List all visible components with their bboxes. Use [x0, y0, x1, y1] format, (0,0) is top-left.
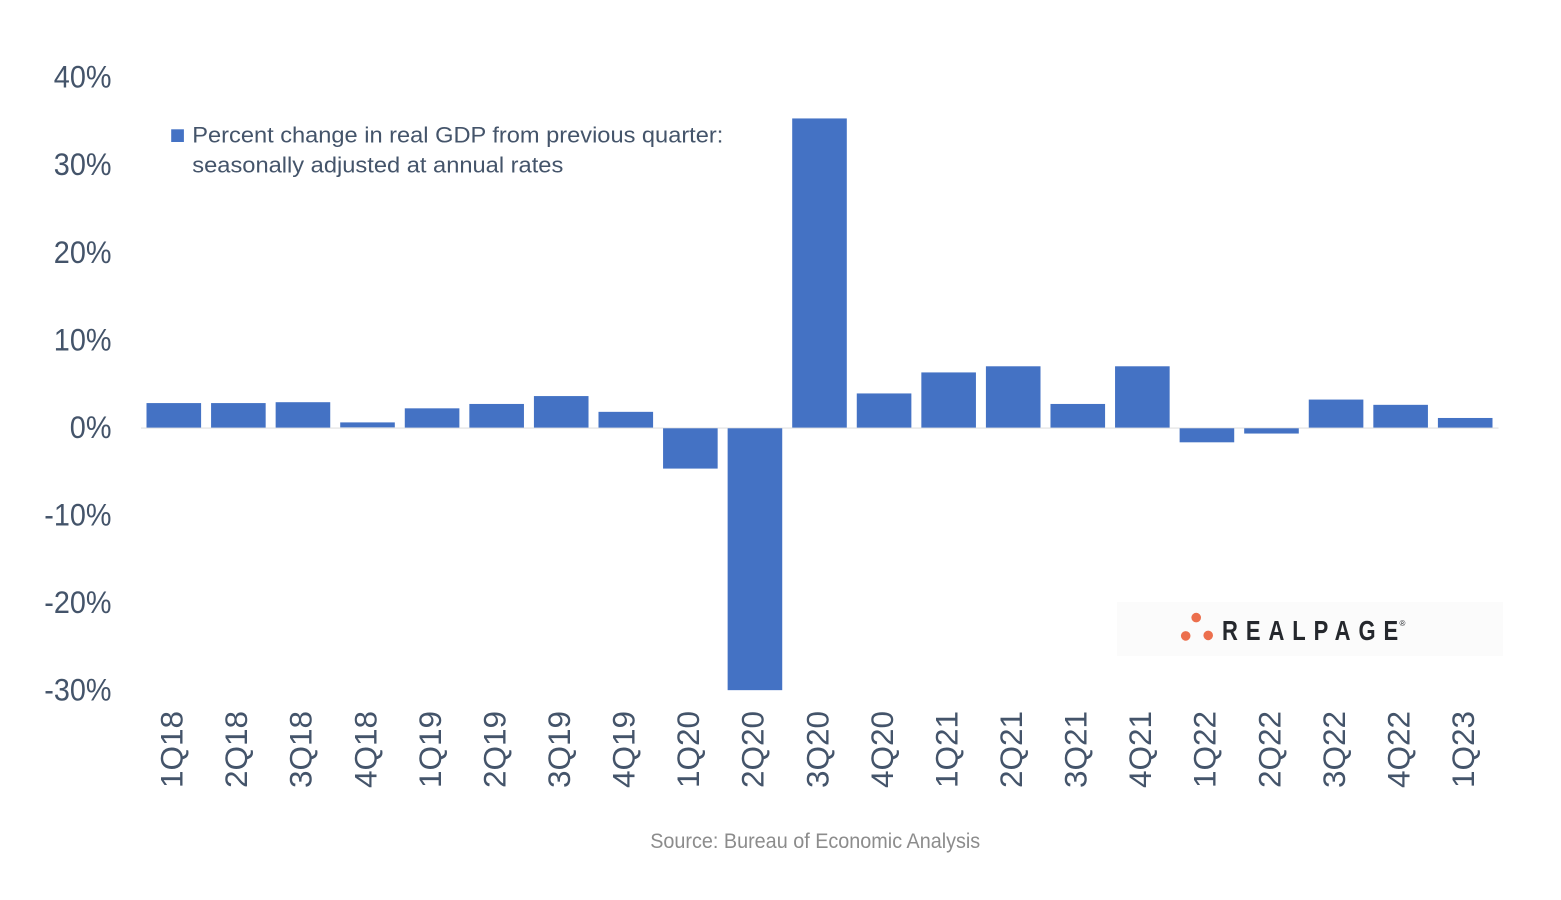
svg-text:0%: 0%	[70, 409, 112, 445]
svg-text:10%: 10%	[54, 321, 112, 357]
svg-text:-20%: -20%	[44, 584, 111, 620]
svg-text:4Q22: 4Q22	[1380, 711, 1416, 788]
svg-text:Source: Bureau of Economic Ana: Source: Bureau of Economic Analysis	[650, 829, 980, 853]
svg-text:2Q22: 2Q22	[1251, 711, 1287, 788]
svg-text:seasonally adjusted at annual: seasonally adjusted at annual rates	[192, 152, 563, 177]
svg-text:1Q20: 1Q20	[670, 711, 706, 788]
svg-text:1Q21: 1Q21	[928, 711, 964, 788]
svg-text:1Q23: 1Q23	[1445, 711, 1481, 788]
svg-text:3Q20: 3Q20	[799, 711, 835, 788]
svg-text:1Q22: 1Q22	[1187, 711, 1223, 788]
svg-text:40%: 40%	[54, 59, 112, 95]
svg-text:3Q21: 3Q21	[1058, 711, 1094, 788]
svg-text:4Q19: 4Q19	[606, 711, 642, 788]
svg-text:2Q18: 2Q18	[218, 711, 254, 788]
svg-text:3Q19: 3Q19	[541, 711, 577, 788]
svg-text:20%: 20%	[54, 234, 112, 270]
svg-text:4Q21: 4Q21	[1122, 711, 1158, 788]
svg-text:3Q18: 3Q18	[283, 711, 319, 788]
svg-text:Percent change in real GDP fro: Percent change in real GDP from previous…	[192, 122, 723, 147]
svg-text:2Q21: 2Q21	[993, 711, 1029, 788]
svg-text:®: ®	[1400, 619, 1406, 628]
svg-text:REALPAGE: REALPAGE	[1222, 615, 1406, 646]
svg-text:30%: 30%	[54, 146, 112, 182]
svg-text:4Q20: 4Q20	[864, 711, 900, 788]
svg-text:-10%: -10%	[44, 496, 111, 532]
svg-text:3Q22: 3Q22	[1316, 711, 1352, 788]
svg-text:1Q18: 1Q18	[154, 711, 190, 788]
svg-text:-30%: -30%	[44, 672, 111, 708]
svg-text:2Q20: 2Q20	[735, 711, 771, 788]
svg-text:2Q19: 2Q19	[476, 711, 512, 788]
svg-text:1Q19: 1Q19	[412, 711, 448, 788]
svg-text:4Q18: 4Q18	[347, 711, 383, 788]
